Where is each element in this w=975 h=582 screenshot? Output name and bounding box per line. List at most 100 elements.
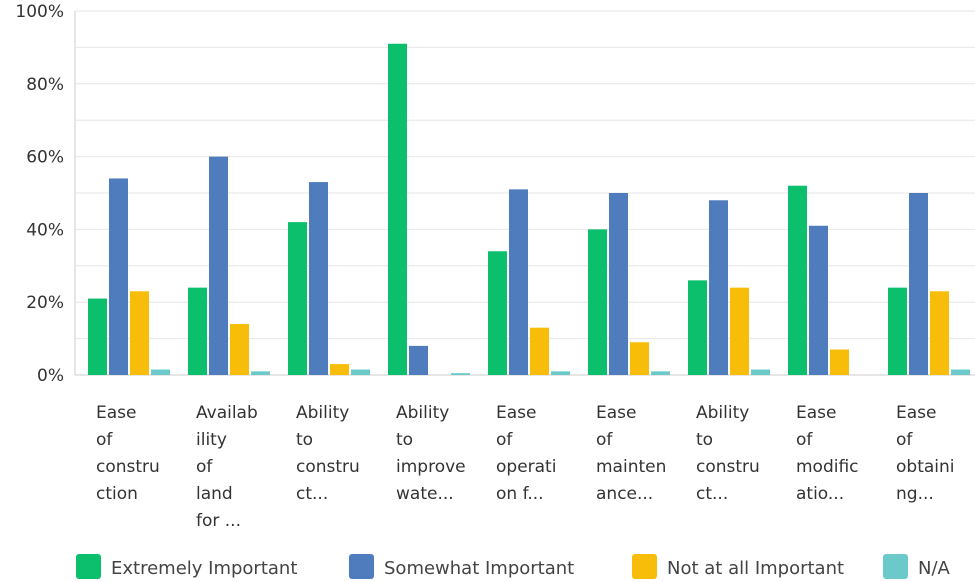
legend-label: Not at all Important [667, 558, 844, 579]
legend: Extremely Important Somewhat Important Not… [76, 554, 951, 579]
x-category-line: to [696, 430, 713, 450]
x-category-line: Ability [396, 403, 449, 423]
legend-swatch [349, 554, 374, 579]
legend-label: Extremely Important [111, 558, 297, 579]
x-category-line: constru [296, 457, 360, 477]
bar[interactable] [530, 327, 549, 375]
legend-swatch [632, 554, 657, 579]
bar[interactable] [551, 371, 570, 375]
bar[interactable] [130, 291, 149, 375]
x-category-label: Ability to constru ct... [696, 403, 760, 504]
bar[interactable] [930, 291, 949, 375]
bar[interactable] [830, 349, 849, 375]
legend-item[interactable]: Somewhat Important [349, 554, 574, 579]
legend-swatch [76, 554, 101, 579]
x-category-line: to [296, 430, 313, 450]
bar[interactable] [451, 373, 470, 375]
x-category-line: on f... [496, 484, 544, 504]
legend-swatch [883, 554, 908, 579]
x-category-line: ct... [296, 484, 328, 504]
bar[interactable] [209, 156, 228, 375]
x-category-line: of [896, 430, 913, 450]
x-category-line: for ... [196, 511, 241, 531]
bar[interactable] [109, 178, 128, 375]
x-category-line: Ability [296, 403, 349, 423]
bar[interactable] [309, 182, 328, 375]
bar[interactable] [888, 287, 907, 375]
x-category-line: of [796, 430, 813, 450]
bar[interactable] [509, 189, 528, 375]
y-tick-label: 0% [37, 366, 64, 386]
bar[interactable] [351, 369, 370, 375]
x-category-line: obtaini [896, 457, 955, 477]
bar[interactable] [251, 371, 270, 375]
bar[interactable] [151, 369, 170, 375]
x-category-line: improve [396, 457, 466, 477]
x-category-line: operati [496, 457, 556, 477]
x-category-line: constru [696, 457, 760, 477]
x-category-label: Availab ility of land for ... [196, 403, 258, 531]
x-category-line: Ability [696, 403, 749, 423]
x-category-line: of [596, 430, 613, 450]
x-category-line: of [96, 430, 113, 450]
bar[interactable] [788, 185, 807, 375]
x-category-label: Ease of constru ction [96, 403, 160, 504]
legend-label: N/A [918, 558, 951, 579]
x-category-line: Ease [596, 403, 636, 423]
bar[interactable] [330, 364, 349, 375]
x-category-label: Ease of mainten ance... [596, 403, 666, 504]
y-tick-label: 100% [15, 2, 64, 22]
bar[interactable] [730, 287, 749, 375]
legend-item[interactable]: Not at all Important [632, 554, 844, 579]
bar[interactable] [630, 342, 649, 375]
x-category-line: Ease [496, 403, 536, 423]
x-axis-categories: Ease of constru ction Availab ility of land for … [96, 403, 955, 531]
x-category-line: mainten [596, 457, 666, 477]
bar[interactable] [188, 287, 207, 375]
legend-label: Somewhat Important [384, 558, 574, 579]
x-category-line: of [196, 457, 213, 477]
bar[interactable] [588, 229, 607, 375]
x-category-line: ance... [596, 484, 653, 504]
x-category-line: ction [96, 484, 138, 504]
x-category-line: ct... [696, 484, 728, 504]
bar[interactable] [409, 345, 428, 375]
x-category-label: Ease of obtaini ng... [896, 403, 955, 504]
bar[interactable] [230, 324, 249, 375]
legend-item[interactable]: Extremely Important [76, 554, 297, 579]
x-category-line: Availab [196, 403, 258, 423]
bar[interactable] [951, 369, 970, 375]
bars [88, 43, 970, 375]
x-category-line: atio... [796, 484, 844, 504]
y-tick-label: 40% [26, 220, 64, 240]
x-category-line: constru [96, 457, 160, 477]
bar[interactable] [688, 280, 707, 375]
x-category-label: Ability to constru ct... [296, 403, 360, 504]
bar[interactable] [809, 225, 828, 375]
bar[interactable] [488, 251, 507, 375]
y-tick-label: 80% [26, 75, 64, 95]
bar[interactable] [751, 369, 770, 375]
bar[interactable] [909, 193, 928, 375]
x-category-line: of [496, 430, 513, 450]
x-category-label: Ease of modific atio... [796, 403, 859, 504]
x-category-line: land [196, 484, 233, 504]
y-tick-label: 60% [26, 148, 64, 168]
x-category-label: Ease of operati on f... [496, 403, 556, 504]
x-category-line: Ease [896, 403, 936, 423]
x-category-line: modific [796, 457, 859, 477]
bar[interactable] [651, 371, 670, 375]
bar[interactable] [88, 298, 107, 375]
bar[interactable] [709, 200, 728, 375]
y-axis-ticks: 0% 20% 40% 60% 80% 100% [15, 2, 64, 386]
x-category-line: ility [196, 430, 227, 450]
x-category-line: wate... [396, 484, 454, 504]
bar[interactable] [388, 43, 407, 375]
bar[interactable] [288, 222, 307, 375]
x-category-line: to [396, 430, 413, 450]
bar[interactable] [609, 193, 628, 375]
y-tick-label: 20% [26, 293, 64, 313]
legend-item[interactable]: N/A [883, 554, 951, 579]
x-category-label: Ability to improve wate... [396, 403, 466, 504]
